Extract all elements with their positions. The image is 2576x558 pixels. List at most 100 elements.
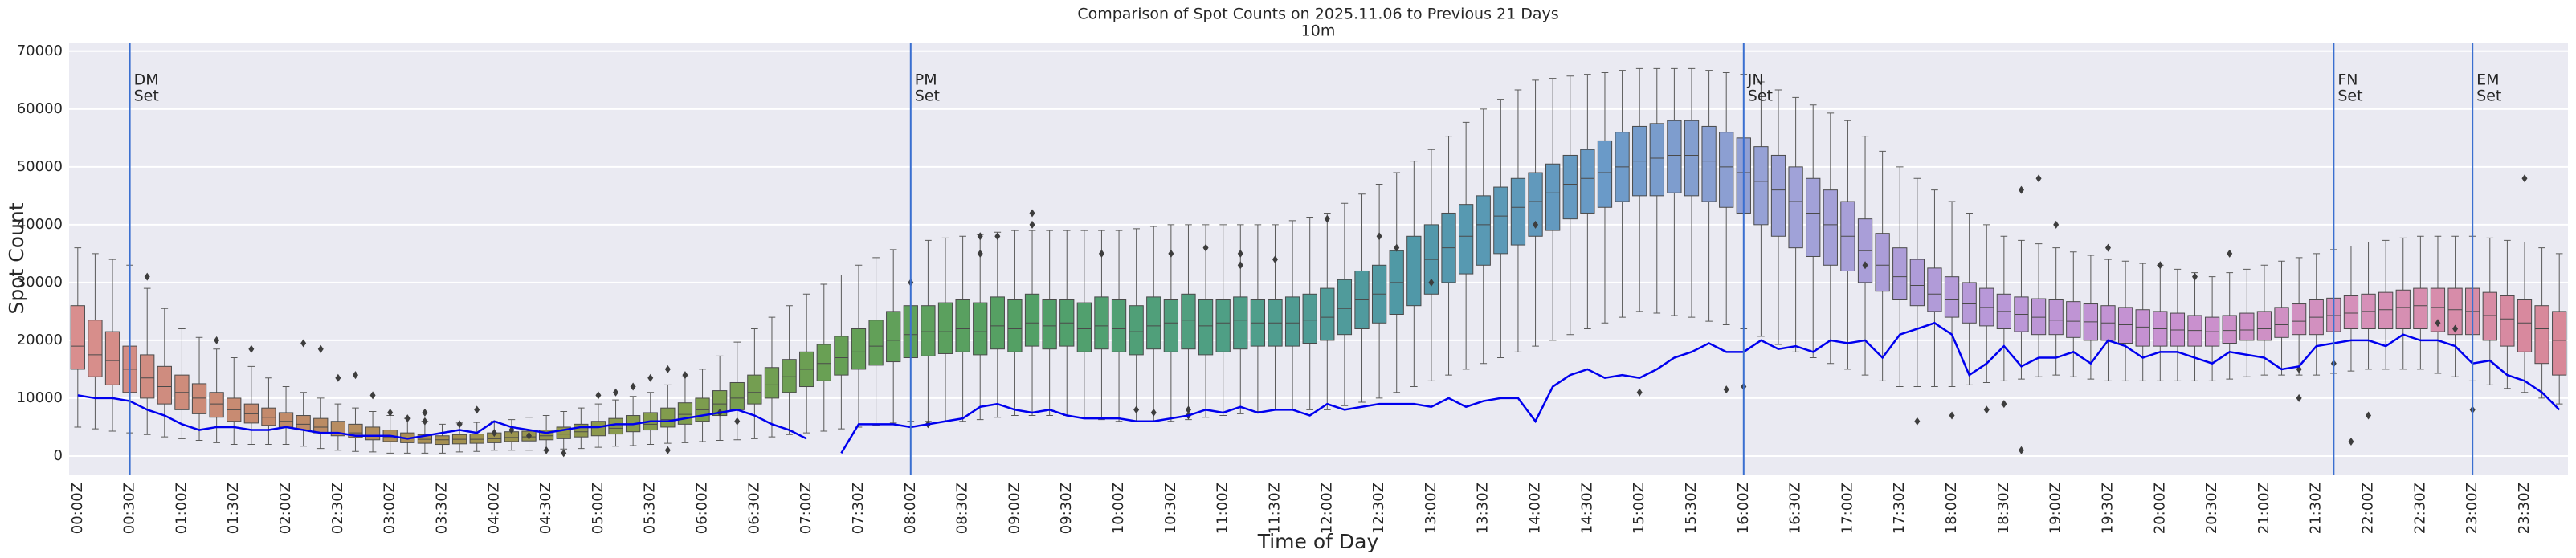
whisker-high — [733, 341, 741, 383]
whisker-low — [560, 438, 568, 450]
box — [1493, 186, 1508, 255]
box — [2222, 315, 2237, 344]
whisker-low — [1202, 354, 1210, 418]
whisker-high — [889, 249, 897, 312]
x-tick-label: 23:00Z — [2464, 483, 2480, 534]
box — [191, 383, 207, 414]
whisker-high — [2295, 257, 2303, 304]
outlier — [2227, 249, 2233, 258]
box — [2500, 295, 2515, 347]
whisker-low — [213, 417, 220, 443]
whisker-low — [508, 441, 516, 451]
whisker-low — [1584, 213, 1591, 330]
whisker-high — [525, 417, 533, 431]
box — [2378, 291, 2394, 330]
whisker-high — [2451, 235, 2459, 289]
whisker-high — [2434, 235, 2442, 289]
y-tick-label: 60000 — [17, 100, 63, 117]
outlier — [2035, 174, 2042, 183]
whisker-high — [1566, 75, 1574, 156]
whisker-high — [2000, 235, 2008, 295]
whisker-low — [161, 404, 169, 438]
box — [2517, 299, 2533, 352]
x-tick-label: 08:30Z — [954, 483, 971, 534]
whisker-high — [1133, 228, 1140, 306]
box — [1111, 299, 1127, 352]
outlier — [2018, 446, 2024, 454]
x-tick-label: 11:00Z — [1215, 483, 1231, 534]
whisker-low — [1219, 352, 1227, 417]
box — [2447, 287, 2463, 336]
whisker-low — [1306, 343, 1314, 410]
line — [77, 321, 2561, 454]
box — [677, 402, 693, 425]
whisker-high — [2365, 241, 2372, 295]
box — [1007, 299, 1023, 352]
box — [1701, 125, 1717, 202]
whisker-high — [2087, 255, 2095, 304]
outlier — [595, 391, 602, 400]
whisker-low — [369, 439, 377, 453]
whisker-low — [976, 354, 984, 421]
whisker-high — [1375, 183, 1383, 266]
whisker-low — [2243, 340, 2251, 377]
outlier — [1394, 243, 1400, 252]
whisker-high — [1931, 189, 1938, 268]
box — [590, 421, 606, 437]
outlier — [664, 365, 671, 373]
x-tick-label: 18:00Z — [1943, 483, 1960, 534]
whisker-high — [2313, 253, 2321, 300]
whisker-high — [1774, 89, 1782, 156]
box — [1719, 132, 1734, 208]
whisker-high — [959, 235, 966, 300]
y-tick-label: 50000 — [17, 158, 63, 175]
x-tick-label: 10:30Z — [1162, 483, 1179, 534]
whisker-low — [2069, 337, 2077, 377]
whisker-low — [2417, 328, 2424, 370]
box — [1528, 172, 1543, 237]
x-tick-label: 07:30Z — [850, 483, 867, 534]
x-tick-label: 02:00Z — [277, 483, 294, 534]
box — [1476, 195, 1491, 266]
whisker-low — [1861, 282, 1869, 376]
outlier — [630, 382, 636, 391]
outlier — [543, 446, 549, 454]
box — [2048, 299, 2064, 336]
box — [729, 381, 745, 410]
whisker-low — [2087, 340, 2095, 380]
box — [140, 354, 155, 399]
x-tick-label: 19:30Z — [2099, 483, 2116, 534]
box — [88, 320, 103, 377]
whisker-low — [74, 369, 82, 428]
box — [990, 296, 1005, 350]
box — [1684, 120, 1700, 197]
set-label: Set — [2337, 88, 2362, 105]
whisker-low — [2313, 334, 2321, 376]
x-tick-label: 05:30Z — [642, 483, 659, 534]
whisker-high — [925, 239, 932, 306]
whisker-high — [2260, 264, 2268, 312]
whisker-low — [716, 415, 724, 442]
whisker-high — [1635, 67, 1643, 127]
whisker-high — [316, 397, 325, 419]
x-tick-label: 15:30Z — [1683, 483, 1700, 534]
outlier — [2452, 324, 2459, 333]
whisker-high — [2052, 247, 2060, 300]
whisker-high — [1288, 220, 1296, 297]
whisker-high — [629, 396, 637, 416]
whisker-low — [1046, 348, 1053, 417]
whisker-high — [786, 305, 793, 360]
whisker-low — [2191, 346, 2198, 381]
whisker-low — [1236, 348, 1244, 414]
whisker-low — [838, 375, 845, 430]
whisker-high — [1167, 224, 1175, 300]
x-tick-label: 01:00Z — [173, 483, 190, 534]
y-tick-label: 20000 — [17, 332, 63, 348]
outlier — [1324, 214, 1330, 223]
box — [1875, 233, 1890, 292]
whisker-high — [1080, 230, 1088, 303]
whisker-high — [716, 355, 724, 391]
whisker-low — [1098, 348, 1105, 421]
box — [1892, 247, 1908, 300]
